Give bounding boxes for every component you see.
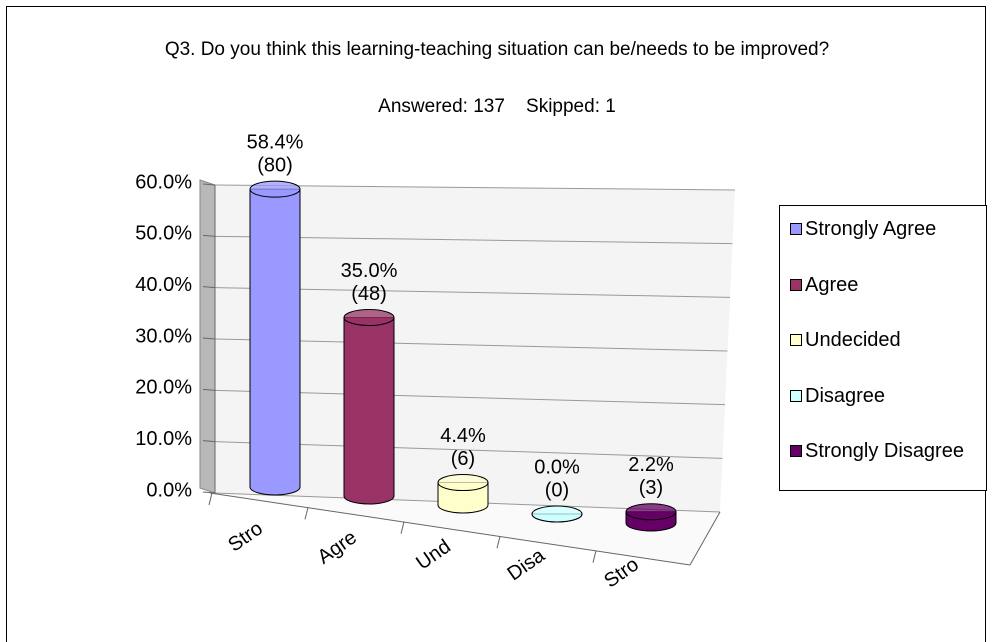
bar-top — [531, 505, 583, 523]
bar-body — [343, 317, 395, 505]
legend-label: Agree — [805, 273, 859, 296]
legend-item: Agree — [790, 272, 858, 298]
bar — [343, 309, 395, 505]
legend: Strongly Agree Agree Undecided Disagree Stro… — [779, 205, 987, 491]
grid-line — [214, 184, 736, 191]
legend-swatch — [790, 223, 802, 235]
y-tick — [202, 388, 216, 391]
left-wall — [199, 179, 216, 494]
floor — [210, 493, 720, 565]
y-tick-label: 50.0% — [135, 223, 192, 245]
count-label: (3) — [639, 477, 663, 499]
x-tick — [592, 550, 597, 563]
value-label: 35.0% — [341, 260, 398, 282]
bar-top — [437, 474, 489, 492]
legend-label: Strongly Disagree — [805, 440, 964, 462]
x-axis — [209, 492, 691, 566]
legend-swatch — [790, 445, 802, 457]
bar-top — [343, 309, 395, 326]
count-label: (6) — [451, 448, 475, 470]
legend-item: Strongly Disagree — [790, 438, 964, 464]
count-label: (0) — [545, 479, 569, 501]
value-label: 58.4% — [247, 131, 304, 153]
y-tick — [202, 286, 216, 289]
chart-title: Q3. Do you think this learning-teaching … — [164, 39, 830, 60]
y-tick-label: 40.0% — [135, 274, 192, 296]
legend-item: Disagree — [790, 383, 885, 409]
y-tick — [202, 337, 216, 340]
grid-line — [214, 287, 731, 298]
x-tick — [208, 492, 213, 506]
legend-label: Disagree — [805, 384, 886, 407]
x-tick-label: Stro — [600, 553, 643, 592]
bar — [437, 474, 489, 514]
x-tick — [496, 536, 501, 549]
count-label: (48) — [351, 283, 387, 305]
legend-swatch — [790, 278, 802, 291]
value-label: 4.4% — [440, 425, 486, 447]
y-tick-label: 0.0% — [146, 479, 192, 501]
y-tick — [202, 491, 216, 494]
legend-swatch — [790, 334, 802, 346]
chart-subtitle: Answered: 137 Skipped: 1 — [378, 96, 616, 117]
x-tick-label: Disa — [503, 544, 549, 585]
bar — [531, 505, 583, 523]
x-tick-label: Und — [412, 535, 455, 574]
bar — [625, 503, 677, 532]
value-label: 2.2% — [628, 454, 674, 476]
x-tick — [400, 521, 405, 534]
bar-top — [249, 180, 301, 198]
legend-item: Strongly Agree — [790, 216, 936, 242]
legend-item: Undecided — [790, 327, 901, 353]
y-tick — [202, 440, 216, 443]
floor-edge — [689, 511, 721, 566]
value-label: 0.0% — [534, 456, 580, 478]
bar-body — [437, 482, 489, 514]
legend-label: Strongly Agree — [805, 218, 937, 240]
y-tick — [202, 234, 216, 237]
count-label: (80) — [257, 154, 293, 176]
grid-line — [214, 235, 733, 245]
y-tick-label: 60.0% — [135, 171, 192, 193]
legend-label: Undecided — [805, 329, 901, 351]
x-tick — [304, 507, 309, 520]
bar-body — [249, 188, 301, 496]
bar-top — [625, 503, 677, 521]
y-tick — [202, 183, 216, 186]
y-tick-label: 10.0% — [135, 428, 192, 450]
x-tick-label: Agre — [314, 526, 361, 568]
y-tick-label: 20.0% — [135, 377, 192, 399]
bar — [249, 180, 301, 496]
legend-swatch — [790, 389, 802, 402]
x-tick-label: Stro — [224, 517, 267, 556]
y-tick-label: 30.0% — [135, 325, 192, 347]
